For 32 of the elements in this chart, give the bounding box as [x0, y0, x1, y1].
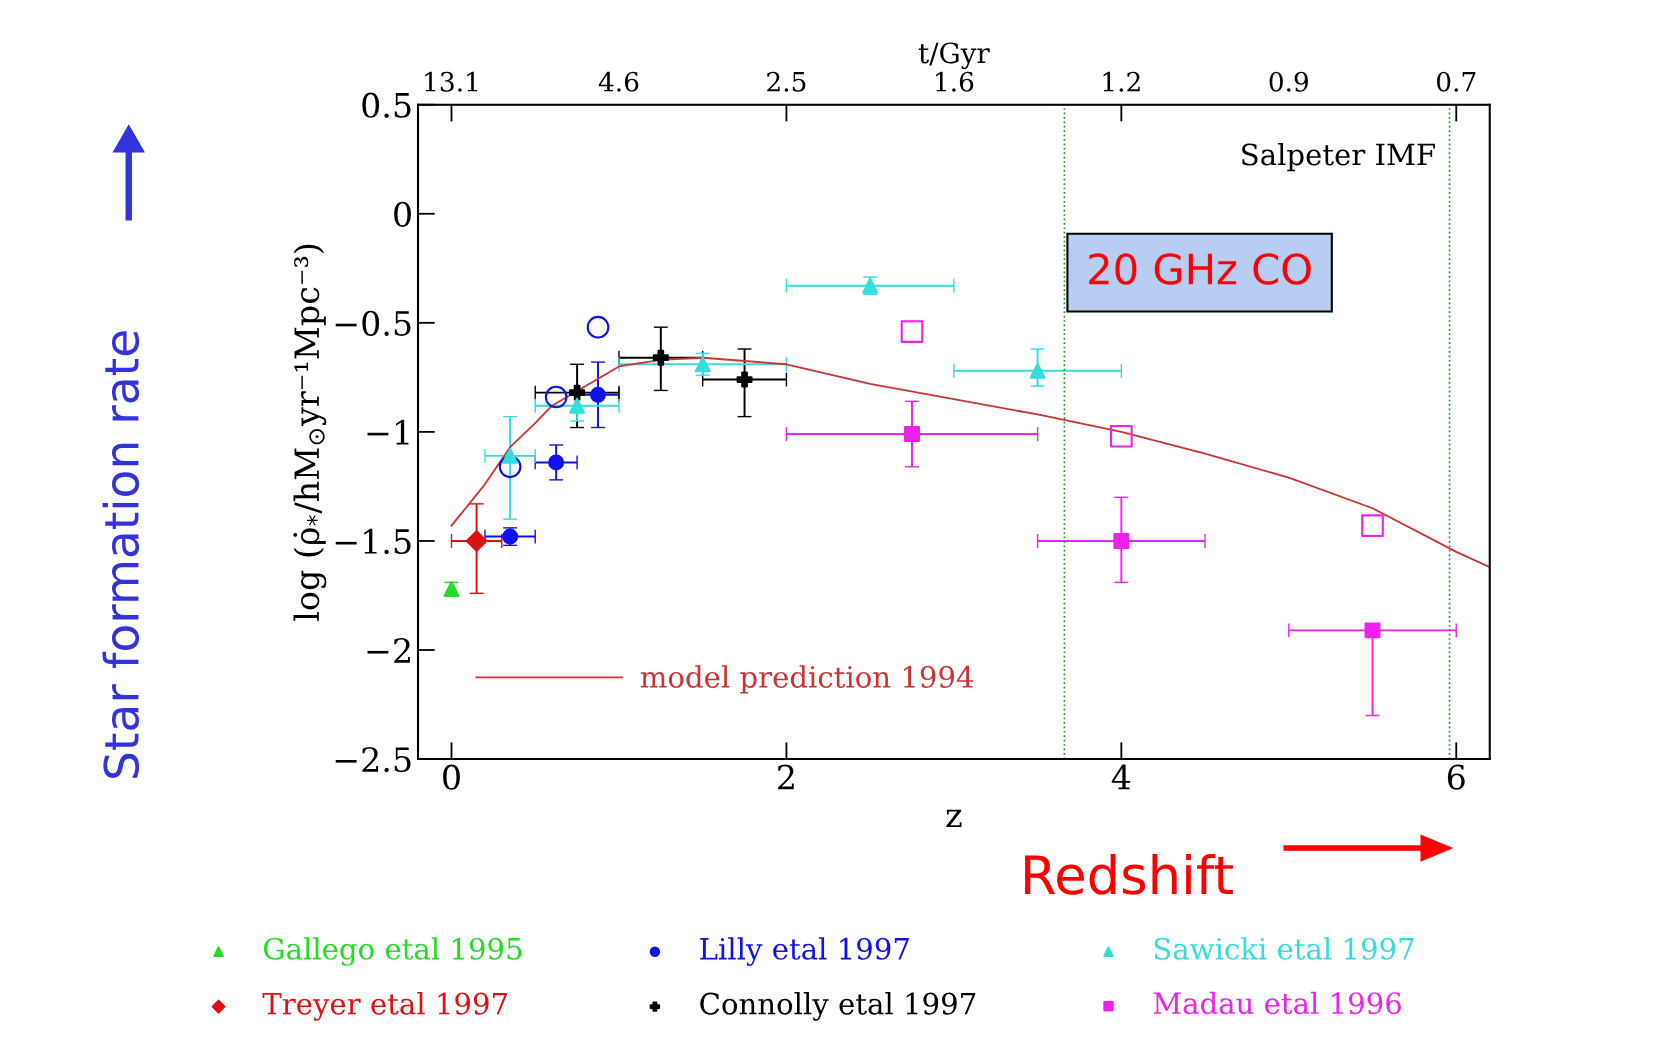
legend-label: Sawicki etal 1997	[1154, 937, 1414, 960]
y-tick-label: 0.5	[362, 92, 411, 118]
y-tick-label: 0	[394, 201, 411, 227]
text: 0.9	[1269, 71, 1309, 92]
legend-label: Gallego etal 1995	[263, 937, 522, 966]
y-tick-label: −1.5	[335, 528, 411, 555]
text: 1.2	[1103, 71, 1140, 92]
text: 13.1	[425, 71, 478, 92]
y-axis-title: log (ρ̇$_{*}$/hM$_{⊙}$yr⁻¹Mpc⁻³)	[293, 244, 327, 621]
text: Redshift	[1025, 853, 1233, 895]
text: 4.6	[598, 71, 639, 92]
legend-label: Lilly etal 1997	[700, 937, 909, 966]
y-tick-label: −2	[367, 637, 410, 663]
legend-label: Connolly etal 1997	[700, 992, 976, 1021]
legend-label: Treyer etal 1997	[262, 992, 508, 1021]
x-tick-label: 6	[1447, 764, 1465, 790]
x-tick-label: 4	[1111, 764, 1131, 790]
legend-label: Madau etal 1996	[1153, 991, 1401, 1015]
y-tick-label: −0.5	[335, 310, 411, 336]
x-tick-label: 2	[778, 764, 794, 790]
x2-axis-title: t/Gyr	[918, 42, 990, 70]
text: 1.6	[936, 71, 974, 92]
y-tick-label: −2.5	[335, 747, 411, 773]
y-tick-label: −1	[367, 419, 409, 445]
x-axis-title: z	[946, 809, 962, 828]
legend-label: model prediction 1994	[640, 665, 974, 694]
text: 2.5	[767, 71, 806, 92]
text: 0.7	[1437, 71, 1476, 92]
annotation: 20 GHz CO	[1089, 253, 1311, 285]
text: Star formation rate	[102, 331, 140, 778]
x-tick-label: 0	[443, 764, 460, 790]
annotation: Salpeter IMF	[1242, 142, 1435, 172]
